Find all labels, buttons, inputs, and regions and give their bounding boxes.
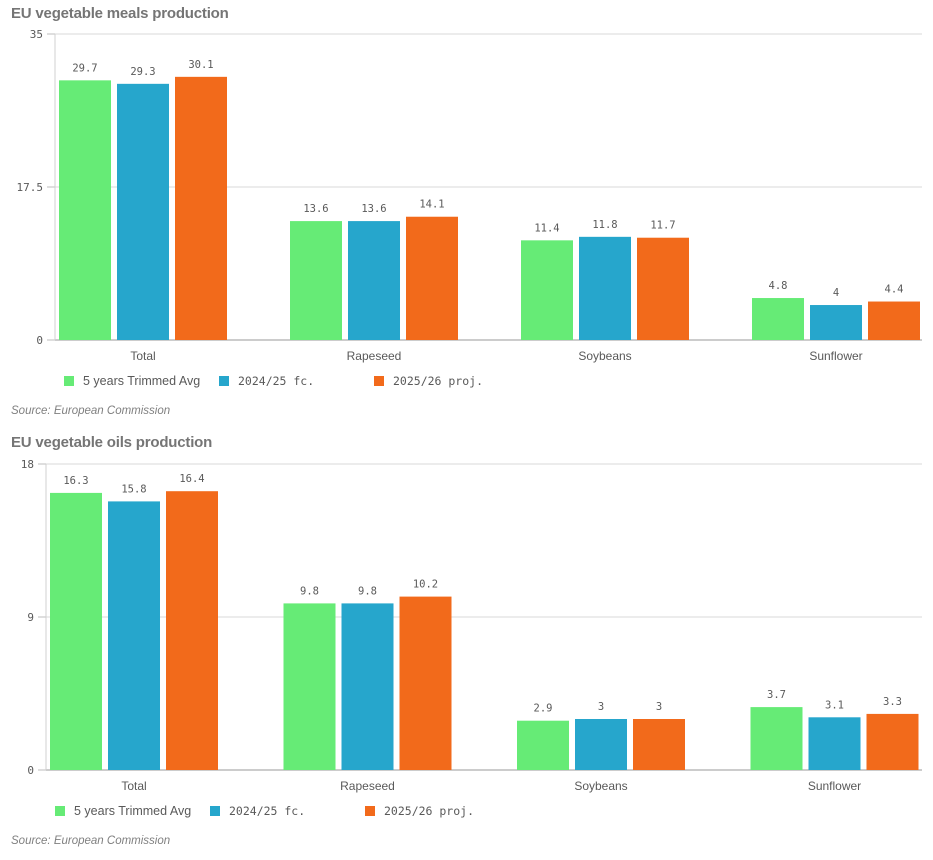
legend-swatch-orange: [365, 806, 375, 816]
bar-total-series-0[interactable]: [59, 80, 111, 340]
y-tick-label: 35: [30, 28, 43, 41]
legend-label: 2025/26 proj.: [393, 374, 484, 388]
meals-bar-chart: 0 17.5 35 29.7 29.3 30.1 Total 13.6 13.6 14.1 Rape…: [17, 28, 922, 363]
data-label: 13.6: [303, 203, 328, 215]
legend-label: 5 years Trimmed Avg: [74, 804, 192, 818]
bar-rapeseed-series-2[interactable]: [406, 216, 458, 340]
legend-swatch-green: [55, 806, 65, 816]
y-tick-label: 18: [21, 458, 34, 471]
x-category-label: Total: [121, 779, 146, 793]
oils-chart-title: EU vegetable oils production: [11, 434, 213, 451]
x-category-label: Soybeans: [574, 779, 627, 793]
oils-source-note: Source: European Commission: [11, 835, 171, 847]
meals-source-note: Source: European Commission: [11, 405, 171, 417]
oils-bar-chart: 0 9 18 16.3 15.8 16.4 Total 9.8 9.8 10.2 Rapeseed 2…: [21, 458, 922, 793]
x-category-label: Soybeans: [578, 349, 631, 363]
data-label: 11.7: [650, 220, 675, 232]
bar-soybeans-series-0[interactable]: [521, 240, 573, 340]
bar-rapeseed-series-1[interactable]: [341, 603, 394, 770]
y-tick-label: 17.5: [17, 181, 44, 194]
bar-soybeans-series-1[interactable]: [579, 236, 631, 340]
bar-sunflower-series-1[interactable]: [808, 717, 861, 770]
legend-item-2025-26[interactable]: 2025/26 proj.: [365, 804, 474, 818]
bar-rapeseed-series-0[interactable]: [290, 221, 342, 340]
legend-swatch-orange: [374, 376, 384, 386]
x-category-label: Total: [130, 349, 155, 363]
legend-item-2025-26[interactable]: 2025/26 proj.: [374, 374, 483, 388]
data-label: 4: [833, 287, 839, 299]
x-category-label: Sunflower: [808, 779, 861, 793]
legend-item-5yr-avg[interactable]: 5 years Trimmed Avg: [55, 804, 191, 818]
data-label: 13.6: [361, 203, 386, 215]
data-label: 4.4: [885, 284, 904, 296]
data-label: 3: [598, 701, 604, 713]
data-label: 10.2: [413, 579, 438, 591]
legend-label: 2025/26 proj.: [384, 804, 475, 818]
legend-label: 5 years Trimmed Avg: [83, 374, 201, 388]
bar-sunflower-series-1[interactable]: [810, 305, 862, 340]
data-label: 16.4: [179, 473, 204, 485]
bar-total-series-2[interactable]: [175, 76, 227, 340]
meals-chart-title: EU vegetable meals production: [11, 5, 229, 22]
y-tick-label: 9: [27, 611, 34, 624]
bar-soybeans-series-0[interactable]: [517, 720, 569, 770]
bar-soybeans-series-2[interactable]: [637, 237, 689, 340]
data-label: 14.1: [419, 199, 444, 211]
legend-swatch-blue: [219, 376, 229, 386]
bar-sunflower-series-2[interactable]: [866, 713, 919, 770]
legend-swatch-blue: [210, 806, 220, 816]
data-label: 4.8: [769, 280, 788, 292]
bar-sunflower-series-0[interactable]: [750, 707, 803, 770]
data-label: 9.8: [358, 585, 377, 597]
bar-rapeseed-series-2[interactable]: [399, 596, 452, 770]
bar-soybeans-series-1[interactable]: [575, 719, 627, 770]
bar-total-series-0[interactable]: [50, 492, 102, 770]
bar-sunflower-series-2[interactable]: [868, 301, 920, 340]
bar-rapeseed-series-1[interactable]: [348, 221, 400, 340]
data-label: 11.8: [592, 219, 617, 231]
oils-chart-panel: EU vegetable oils production 0 9 18 16.3 15.…: [0, 430, 933, 860]
data-label: 3: [656, 701, 662, 713]
x-category-label: Sunflower: [809, 349, 862, 363]
y-tick-label: 0: [27, 764, 34, 777]
legend-item-5yr-avg[interactable]: 5 years Trimmed Avg: [64, 374, 200, 388]
data-label: 3.7: [767, 689, 786, 701]
data-label: 29.7: [72, 62, 97, 74]
data-label: 3.1: [825, 699, 844, 711]
legend-item-2024-25[interactable]: 2024/25 fc.: [219, 374, 314, 388]
bar-soybeans-series-2[interactable]: [633, 719, 685, 770]
data-label: 2.9: [534, 703, 553, 715]
data-label: 3.3: [883, 696, 902, 708]
data-label: 15.8: [121, 483, 146, 495]
x-category-label: Rapeseed: [347, 349, 402, 363]
legend-label: 2024/25 fc.: [238, 374, 315, 388]
y-tick-label: 0: [36, 334, 43, 347]
legend-item-2024-25[interactable]: 2024/25 fc.: [210, 804, 305, 818]
bar-total-series-2[interactable]: [166, 491, 218, 770]
meals-chart-panel: EU vegetable meals production 0 17.5 35 29.…: [11, 5, 922, 417]
legend-label: 2024/25 fc.: [229, 804, 306, 818]
data-label: 30.1: [188, 59, 213, 71]
bar-sunflower-series-0[interactable]: [752, 298, 804, 340]
bar-total-series-1[interactable]: [108, 501, 160, 770]
data-label: 11.4: [534, 222, 559, 234]
data-label: 16.3: [63, 475, 88, 487]
data-label: 29.3: [130, 66, 155, 78]
x-category-label: Rapeseed: [340, 779, 395, 793]
bar-rapeseed-series-0[interactable]: [283, 603, 336, 770]
data-label: 9.8: [300, 585, 319, 597]
bar-total-series-1[interactable]: [117, 83, 169, 340]
legend-swatch-green: [64, 376, 74, 386]
